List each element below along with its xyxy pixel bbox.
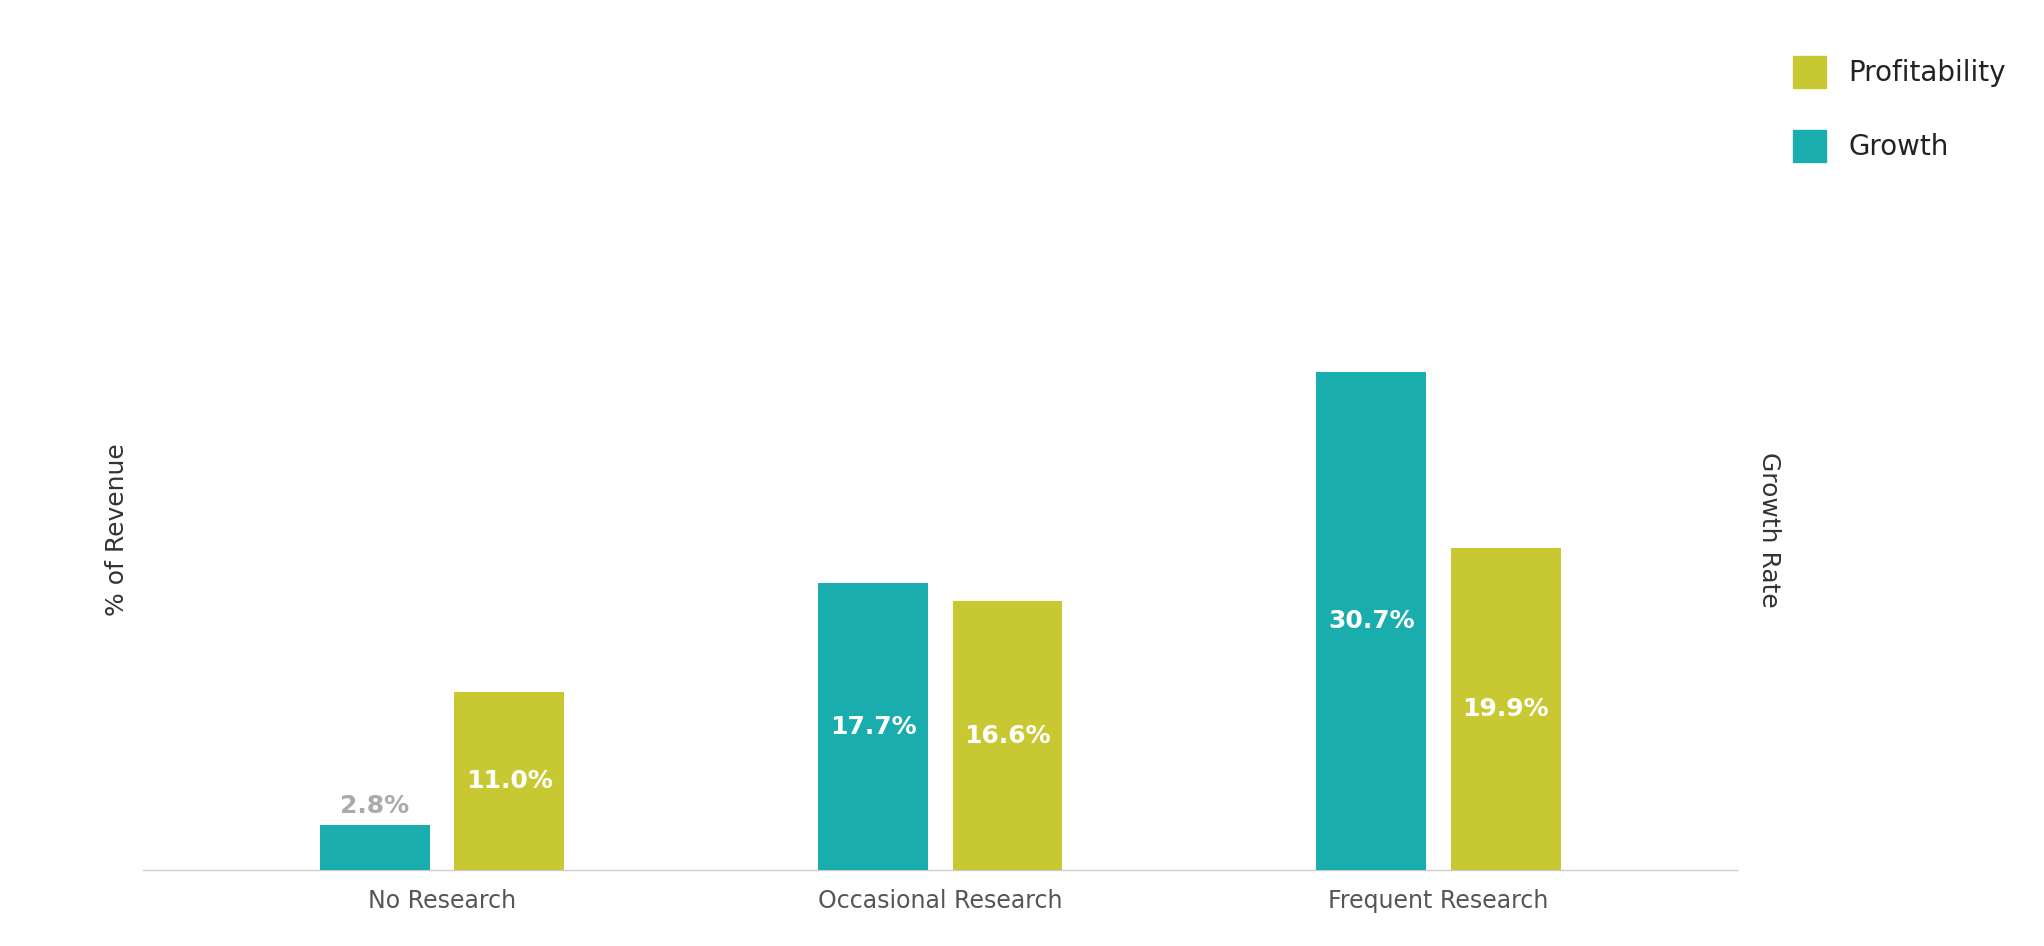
Legend: Profitability, Growth: Profitability, Growth [1778, 43, 2019, 176]
Y-axis label: % of Revenue: % of Revenue [104, 444, 129, 616]
Bar [1451, 548, 1560, 870]
Text: 11.0%: 11.0% [466, 769, 552, 793]
Text: 16.6%: 16.6% [965, 724, 1051, 747]
Bar [321, 825, 429, 870]
Text: 2.8%: 2.8% [339, 795, 409, 818]
Bar [454, 692, 564, 870]
Text: 17.7%: 17.7% [830, 715, 916, 739]
Bar [818, 584, 928, 870]
Y-axis label: Growth Rate: Growth Rate [1758, 452, 1780, 607]
Text: 19.9%: 19.9% [1461, 697, 1549, 721]
Text: 30.7%: 30.7% [1329, 609, 1414, 634]
Bar [1316, 373, 1427, 870]
Bar [953, 601, 1063, 870]
